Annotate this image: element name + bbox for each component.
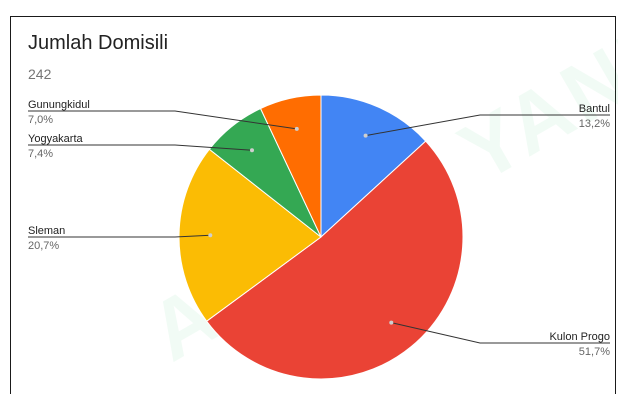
leader-line-bantul <box>365 114 610 137</box>
pie-slice-sleman[interactable] <box>178 148 322 322</box>
chart-title: Jumlah Domisili <box>28 32 169 54</box>
leader-line-kulon-progo <box>391 322 610 344</box>
slice-percent-sleman: 20,7% <box>28 240 59 252</box>
chart-frame <box>10 16 616 394</box>
leader-dot-kulon-progo <box>389 320 394 325</box>
slice-percent-kulon-progo: 51,7% <box>579 346 610 358</box>
leader-dot-yogyakarta <box>250 148 254 153</box>
slice-label-yogyakarta: Yogyakarta <box>28 133 84 145</box>
pie-slice-kulon-progo[interactable] <box>205 140 464 380</box>
slice-percent-gunungkidul: 7,0% <box>28 114 53 126</box>
slice-percent-bantul: 13,2% <box>579 118 610 130</box>
leader-dot-sleman <box>208 233 213 238</box>
leader-line-yogyakarta <box>28 144 253 151</box>
leader-dot-bantul <box>363 133 368 138</box>
slice-label-sleman: Sleman <box>28 225 65 237</box>
leader-line-gunungkidul <box>28 110 297 130</box>
pie-slice-bantul[interactable] <box>320 94 427 239</box>
pie-slice-gunungkidul[interactable] <box>259 94 322 238</box>
slice-percent-yogyakarta: 7,4% <box>28 148 53 160</box>
leader-line-sleman <box>28 234 211 238</box>
leader-dot-gunungkidul <box>294 126 299 131</box>
slice-label-gunungkidul: Gunungkidul <box>28 99 90 111</box>
slice-label-bantul: Bantul <box>579 103 610 115</box>
chart-subtitle: 242 <box>28 66 52 82</box>
slice-label-kulon-progo: Kulon Progo <box>549 331 610 343</box>
